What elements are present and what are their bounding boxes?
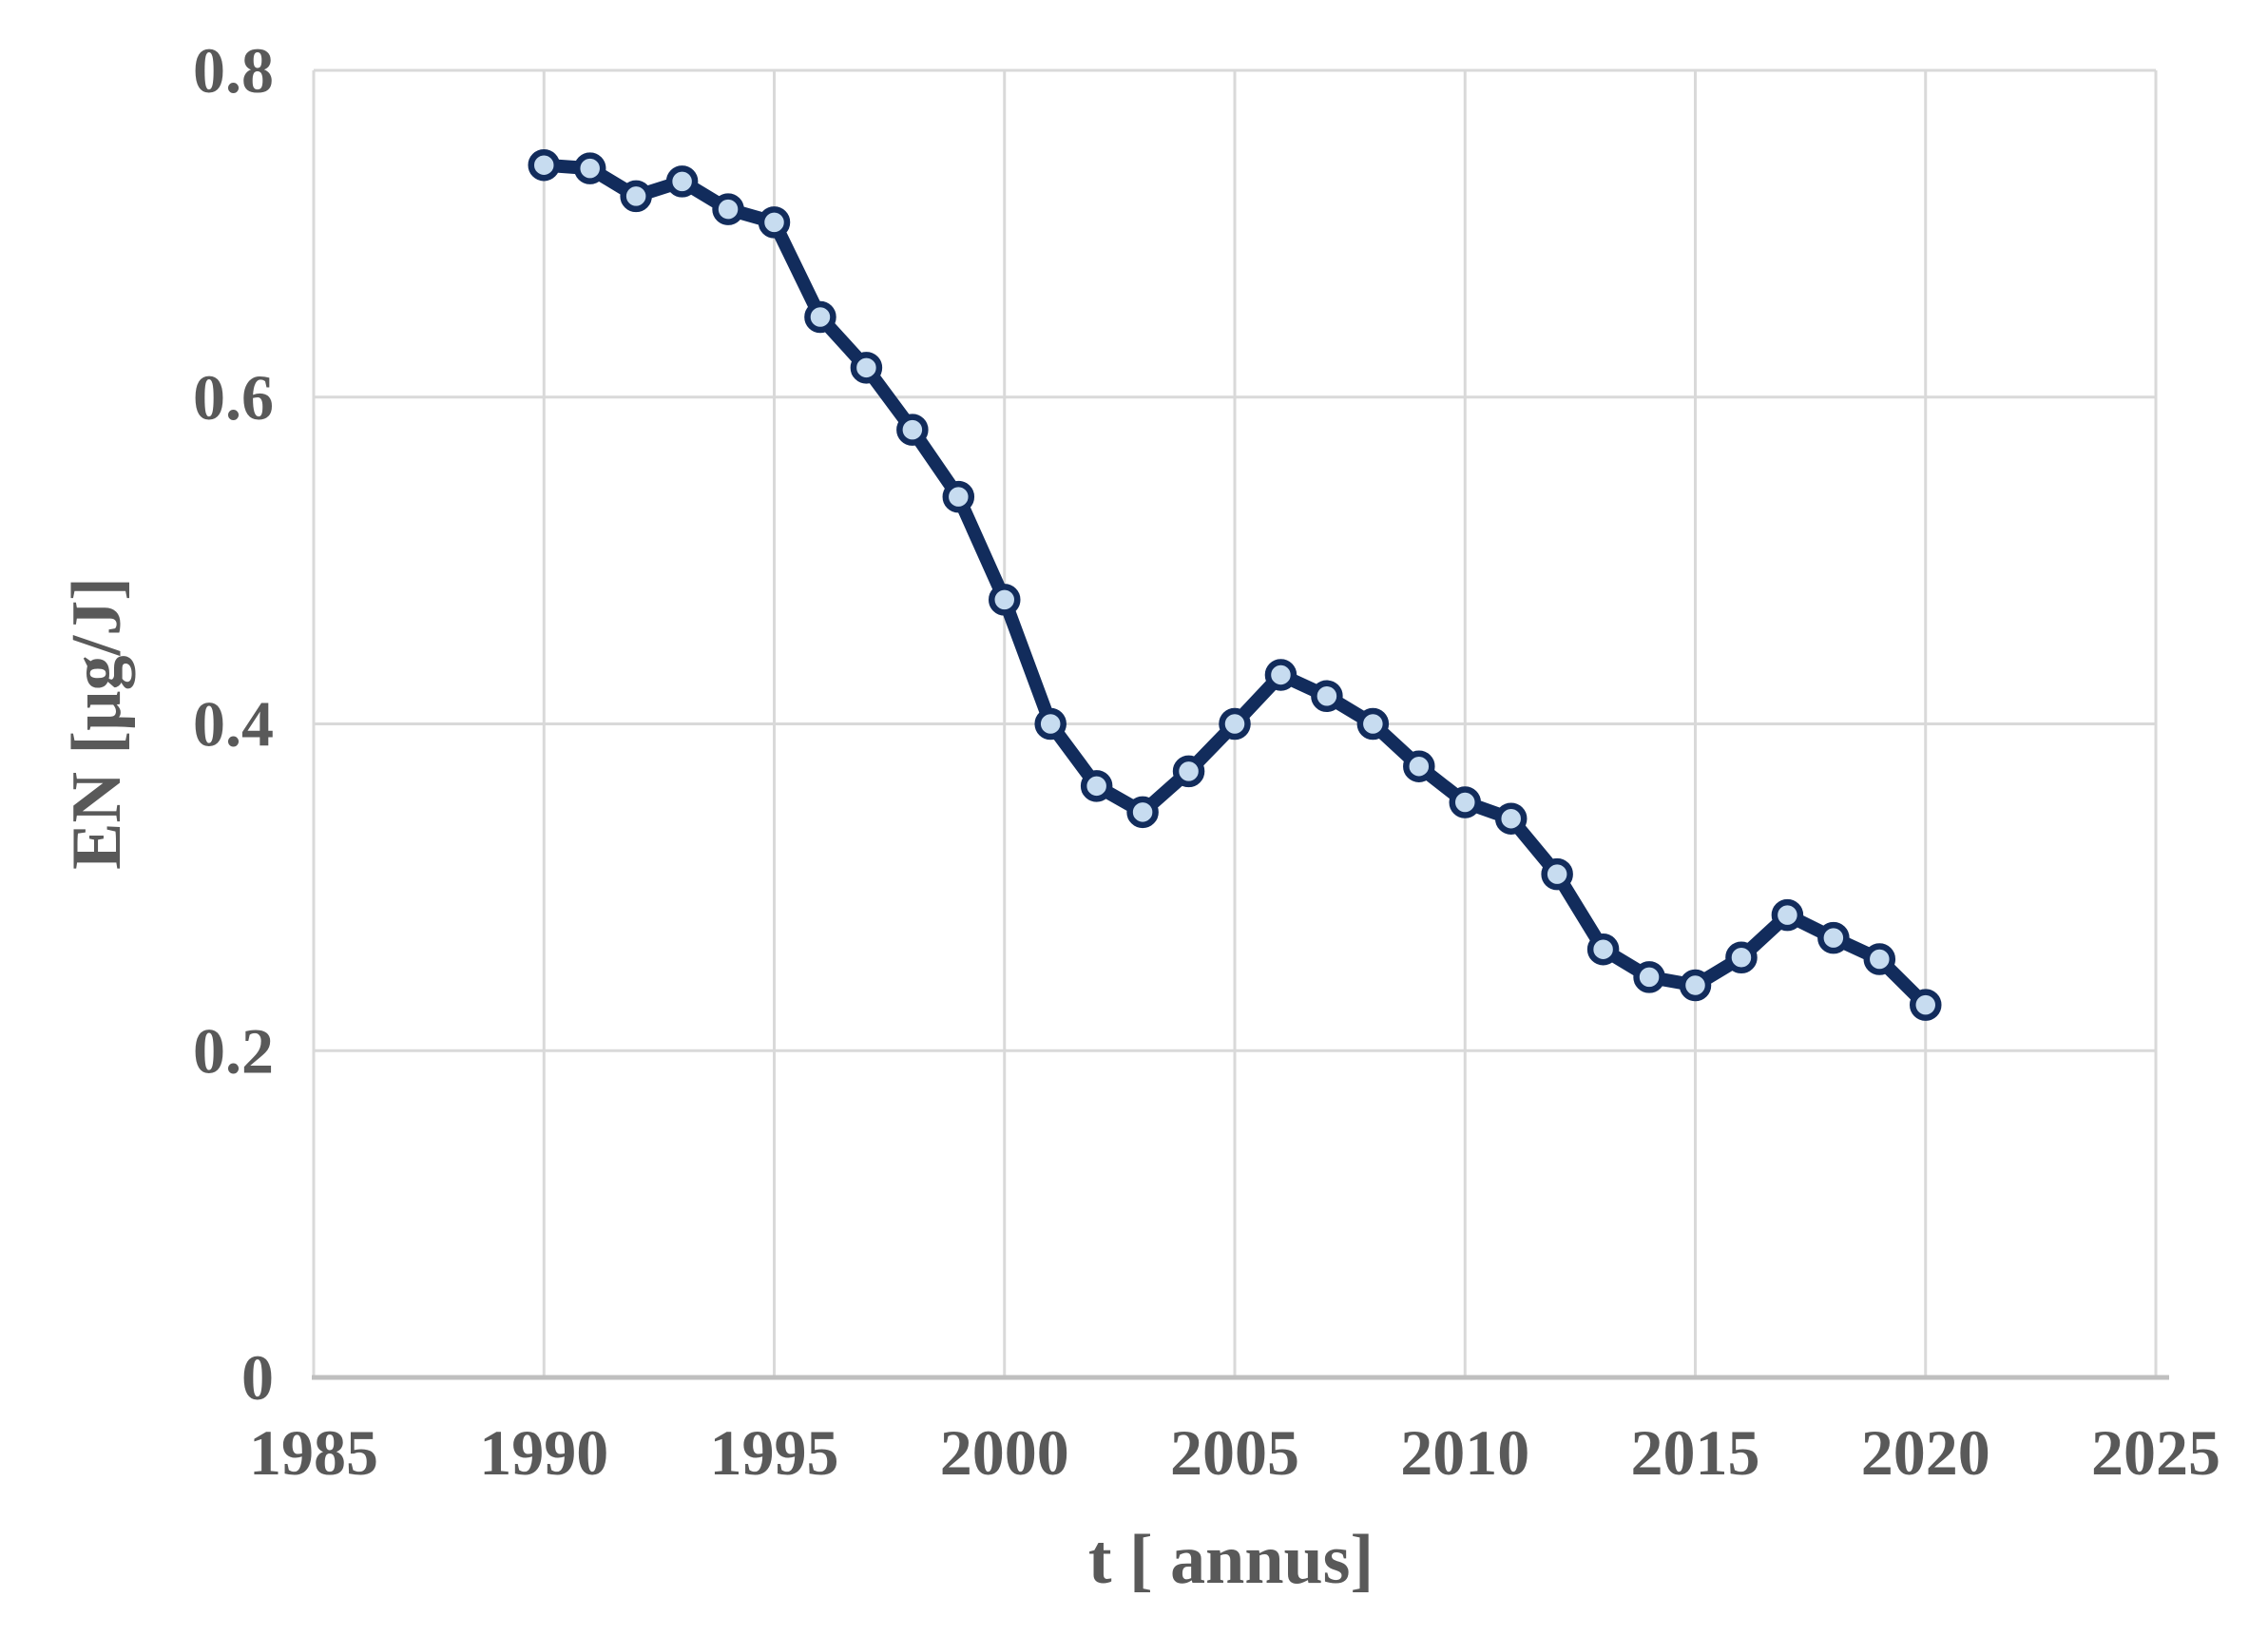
data-point-2003 — [1126, 796, 1159, 829]
y-tick-label-0.2: 0.2 — [193, 1014, 274, 1087]
data-point-1995 — [758, 206, 791, 239]
data-point-2008 — [1356, 707, 1390, 741]
x-tick-label-2005: 2005 — [1170, 1416, 1299, 1489]
data-point-2018 — [1817, 921, 1850, 954]
data-point-2020 — [1910, 989, 1942, 1021]
data-point-2010 — [1449, 786, 1481, 818]
x-tick-label-2025: 2025 — [2091, 1416, 2220, 1489]
data-point-1999 — [942, 480, 975, 513]
data-point-1991 — [573, 152, 606, 184]
data-point-2019 — [1863, 943, 1896, 975]
data-point-2015 — [1679, 969, 1712, 1002]
x-tick-label-2000: 2000 — [940, 1416, 1069, 1489]
x-tick-label-2020: 2020 — [1861, 1416, 1990, 1489]
data-point-1996 — [804, 300, 836, 334]
data-point-1990 — [528, 148, 560, 182]
data-point-2006 — [1264, 659, 1297, 691]
data-point-2013 — [1586, 933, 1620, 966]
y-tick-label-0.8: 0.8 — [193, 34, 274, 106]
data-point-1993 — [665, 165, 699, 198]
y-tick-label-0.4: 0.4 — [193, 688, 274, 760]
x-tick-label-2015: 2015 — [1631, 1416, 1760, 1489]
data-point-2009 — [1403, 750, 1435, 782]
y-tick-label-0.6: 0.6 — [193, 361, 274, 433]
data-point-2002 — [1080, 770, 1113, 802]
data-point-2000 — [989, 584, 1021, 616]
x-tick-label-2010: 2010 — [1400, 1416, 1529, 1489]
data-point-1998 — [896, 414, 929, 446]
data-point-2005 — [1219, 707, 1251, 741]
data-point-2011 — [1494, 802, 1528, 835]
data-point-1994 — [712, 193, 744, 225]
data-point-2017 — [1771, 898, 1804, 932]
x-tick-label-1985: 1985 — [249, 1416, 378, 1489]
data-point-2007 — [1311, 680, 1343, 713]
y-tick-label-0: 0 — [241, 1341, 274, 1414]
x-axis-title: t [ annus] — [1087, 1521, 1374, 1599]
x-tick-label-1990: 1990 — [479, 1416, 608, 1489]
y-axis-title: EN [µg/J] — [58, 577, 136, 870]
data-point-2014 — [1633, 961, 1665, 993]
data-point-2016 — [1725, 941, 1758, 974]
data-point-2004 — [1172, 755, 1205, 788]
data-point-1992 — [620, 180, 652, 213]
data-point-1997 — [850, 352, 883, 384]
x-tick-label-1995: 1995 — [710, 1416, 839, 1489]
data-point-2012 — [1541, 857, 1573, 891]
data-point-2001 — [1034, 707, 1067, 741]
